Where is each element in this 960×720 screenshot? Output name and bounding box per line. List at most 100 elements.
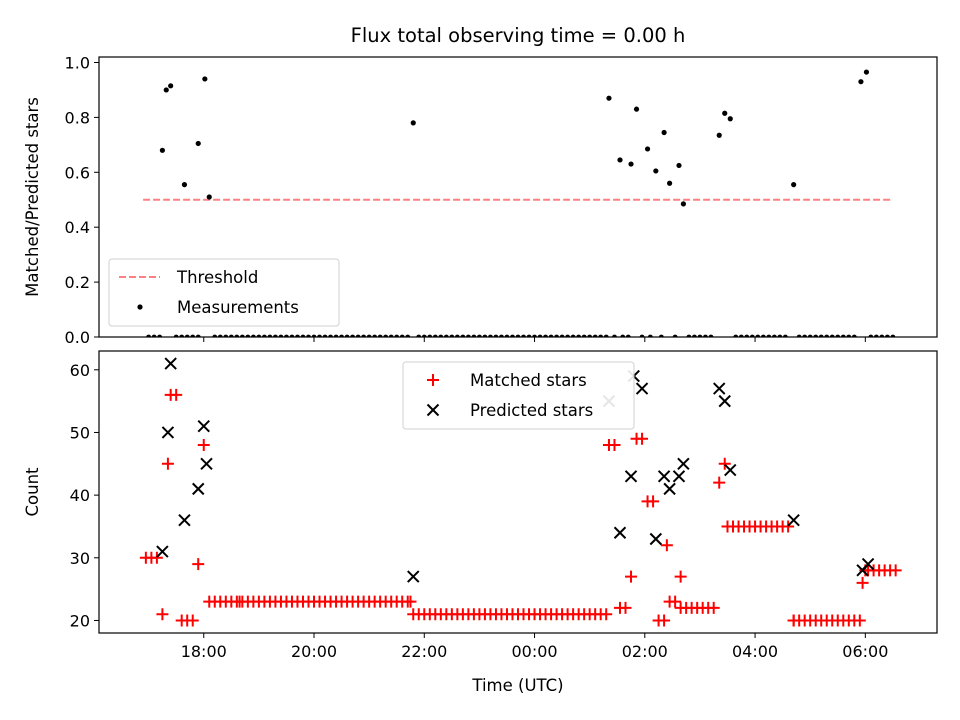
measurement-point xyxy=(471,334,477,337)
measurement-point xyxy=(394,334,400,337)
measurement-point xyxy=(835,334,841,337)
measurement-point xyxy=(151,334,157,337)
predicted-star-point xyxy=(613,526,627,539)
measurement-point xyxy=(427,334,433,337)
legend: Threshold Measurements xyxy=(108,258,340,327)
measurement-point xyxy=(333,334,339,337)
measurement-point xyxy=(438,334,444,337)
measurement-point xyxy=(366,334,372,337)
matched-star-point xyxy=(889,564,902,577)
measurement-point xyxy=(289,334,295,337)
measurement-point xyxy=(703,334,708,337)
measurement-point xyxy=(617,157,623,163)
measurement-point xyxy=(868,334,874,337)
measurement-point xyxy=(526,334,532,337)
measurement-point xyxy=(206,194,212,200)
matched-star-point xyxy=(853,614,866,627)
measurement-point xyxy=(328,334,333,337)
measurement-point xyxy=(278,334,284,337)
measurement-point xyxy=(686,334,692,337)
plot-frame xyxy=(98,350,938,634)
measurement-point xyxy=(744,334,750,337)
legend-matched-swatch xyxy=(427,374,439,386)
measurement-point xyxy=(454,334,460,337)
measurement-point xyxy=(716,132,722,138)
measurement-point xyxy=(692,334,697,337)
measurement-point xyxy=(212,334,218,337)
predicted-star-point xyxy=(178,513,191,527)
matched-star-point xyxy=(713,476,726,489)
measurement-point xyxy=(749,334,755,337)
measurement-point xyxy=(658,334,664,337)
y-tick-label: 0.4 xyxy=(65,218,90,237)
measurement-point xyxy=(606,95,612,101)
matched-star-point xyxy=(619,601,632,614)
measurement-point xyxy=(570,334,576,337)
measurement-point xyxy=(383,334,389,337)
measurement-point xyxy=(344,334,350,337)
y-tick-label: 0.8 xyxy=(65,108,90,127)
y-axis-label: Matched/Predicted stars xyxy=(23,97,42,297)
measurement-point xyxy=(581,334,587,337)
measurement-point xyxy=(667,180,673,186)
measurement-point xyxy=(873,334,879,337)
measurement-point xyxy=(863,69,870,75)
predicted-star-point xyxy=(787,513,800,527)
y-axis-label: Count xyxy=(23,467,42,517)
measurement-point xyxy=(421,334,427,337)
chart-title: Flux total observing time = 0.00 h xyxy=(351,24,686,47)
measurement-point xyxy=(245,334,251,337)
measurement-point xyxy=(603,334,609,337)
measurement-point xyxy=(515,334,521,337)
matched-star-point xyxy=(625,570,638,583)
measurement-point xyxy=(813,334,819,337)
measurement-point xyxy=(311,334,317,337)
measurement-point xyxy=(858,79,864,85)
measurement-point xyxy=(680,201,686,207)
measurement-point xyxy=(410,120,416,126)
predicted-star-point xyxy=(164,357,177,370)
matched-star-point xyxy=(161,457,174,470)
measurement-point xyxy=(355,334,361,337)
measurement-point xyxy=(612,334,617,337)
measurement-point xyxy=(628,161,634,167)
measurement-point xyxy=(184,334,190,337)
measurement-point xyxy=(388,334,394,337)
x-axis-label: Time (UTC) xyxy=(471,676,563,695)
y-tick-label: 60 xyxy=(70,361,90,380)
measurement-point xyxy=(722,110,728,116)
measurement-point xyxy=(317,334,322,337)
matched-star-point xyxy=(197,439,210,451)
measurement-point xyxy=(163,87,169,93)
measurement-point xyxy=(234,334,240,337)
measurement-point xyxy=(647,334,653,337)
measurement-point xyxy=(372,334,378,337)
y-tick-label: 50 xyxy=(70,423,90,442)
measurement-point xyxy=(510,334,515,337)
measurement-point xyxy=(727,116,733,122)
matched-star-point xyxy=(404,595,417,608)
measurement-point xyxy=(548,334,554,337)
measurement-point xyxy=(777,334,783,337)
matched-star-point xyxy=(707,601,720,614)
matched-star-point xyxy=(608,439,621,451)
matched-star-point xyxy=(782,520,795,533)
legend-measurements-label: Measurements xyxy=(177,298,299,317)
measurement-point xyxy=(195,140,201,147)
matched-star-point xyxy=(636,432,649,445)
panel-1: 0.0 0.2 0.4 0.6 0.8 1.0 Matched/Predicted star… xyxy=(23,53,938,347)
measurement-point xyxy=(273,334,278,337)
measurement-point xyxy=(306,334,311,337)
measurement-point xyxy=(532,334,537,337)
y-tick-label: 0.6 xyxy=(65,163,90,182)
measurement-point xyxy=(399,334,405,337)
predicted-star-point xyxy=(624,470,638,483)
measurement-point xyxy=(173,334,179,337)
measurement-point xyxy=(377,334,383,337)
predicted-star-point xyxy=(724,463,737,477)
measurement-point xyxy=(796,334,802,337)
measurement-point xyxy=(477,334,482,337)
y-tick-label: 30 xyxy=(70,549,90,568)
legend-frame xyxy=(402,361,635,430)
